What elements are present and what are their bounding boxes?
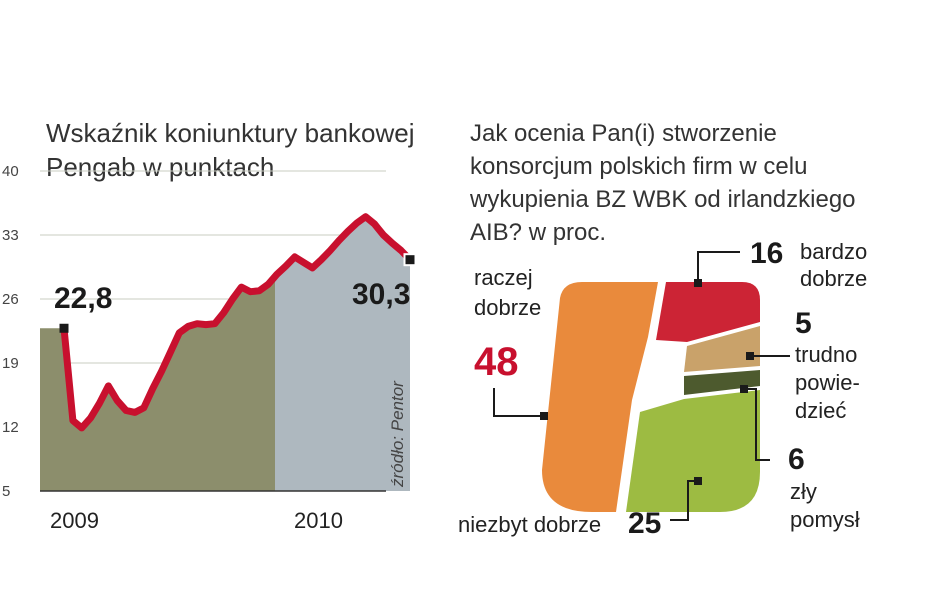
value-raczej-dobrze: 48 bbox=[474, 340, 519, 384]
label-bardzo-line-2: dobrze bbox=[800, 266, 867, 291]
marker-raczej bbox=[540, 412, 548, 420]
leader-niezbyt bbox=[670, 480, 698, 521]
leader-raczej bbox=[493, 388, 543, 417]
end-value-label: 30,3 bbox=[352, 278, 410, 311]
label-raczej-line-2: dobrze bbox=[474, 295, 541, 320]
start-value-label: 22,8 bbox=[54, 282, 112, 315]
pie-title-line-1: Jak ocenia Pan(i) stworzenie bbox=[470, 120, 777, 147]
line-chart-title-line-1: Wskaźnik koniunktury bankowej bbox=[46, 118, 415, 148]
marker-niezbyt bbox=[694, 477, 702, 485]
value-trudno: 5 bbox=[795, 307, 812, 340]
label-niezbyt: niezbyt dobrze bbox=[458, 512, 601, 537]
value-niezbyt-dobrze: 25 bbox=[628, 507, 661, 540]
x-tick-2010: 2010 bbox=[294, 508, 343, 533]
label-raczej-line-1: raczej bbox=[474, 265, 533, 290]
leader-markers bbox=[540, 279, 754, 485]
slice-zly-pomysl bbox=[684, 370, 760, 395]
start-point-marker bbox=[59, 323, 69, 333]
pie-title-line-3: wykupienia BZ WBK od irlandzkiego bbox=[469, 186, 856, 213]
label-zly-line-1: zły bbox=[790, 479, 817, 504]
label-zly-line-2: pomysł bbox=[790, 507, 860, 532]
marker-bardzo bbox=[694, 279, 702, 287]
slice-niezbyt-dobrze bbox=[626, 390, 760, 512]
slice-bardzo-dobrze bbox=[656, 282, 760, 342]
y-tick-label: 26 bbox=[2, 291, 19, 308]
y-tick-label: 19 bbox=[2, 355, 19, 372]
slice-raczej-dobrze bbox=[542, 282, 658, 512]
line-chart-title-line-2: Pengab w punktach bbox=[46, 152, 274, 182]
marker-zly bbox=[740, 385, 748, 393]
y-tick-label: 33 bbox=[2, 227, 19, 244]
value-bardzo-dobrze: 16 bbox=[750, 237, 783, 270]
y-tick-labels: 40 33 26 19 12 5 bbox=[2, 163, 19, 500]
slice-trudno-powiedziec bbox=[684, 326, 760, 372]
pie-chart: Jak ocenia Pan(i) stworzenie konsorcjum … bbox=[458, 120, 867, 540]
y-tick-label: 40 bbox=[2, 163, 19, 180]
y-tick-label: 5 bbox=[2, 483, 10, 500]
leader-zly bbox=[744, 388, 770, 461]
x-tick-2009: 2009 bbox=[50, 508, 99, 533]
label-trudno-line-3: dzieć bbox=[795, 398, 846, 423]
leader-bardzo bbox=[697, 251, 740, 283]
value-zly-pomysl: 6 bbox=[788, 443, 805, 476]
end-point-marker bbox=[403, 253, 417, 267]
pie-title-line-2: konsorcjum polskich firm w celu bbox=[470, 153, 807, 180]
label-trudno-line-1: trudno bbox=[795, 342, 857, 367]
line-chart: Wskaźnik koniunktury bankowej Pengab w p… bbox=[2, 118, 417, 533]
pengab-series-line bbox=[60, 213, 414, 432]
pie-title-line-4: AIB? w proc. bbox=[470, 219, 606, 246]
y-tick-label: 12 bbox=[2, 419, 19, 436]
source-label: źródło: Pentor bbox=[388, 380, 407, 488]
label-trudno-line-2: powie- bbox=[795, 370, 860, 395]
marker-trudno bbox=[746, 352, 754, 360]
area-2010 bbox=[275, 216, 410, 491]
label-bardzo-line-1: bardzo bbox=[800, 239, 867, 264]
leader-lines bbox=[493, 251, 790, 521]
